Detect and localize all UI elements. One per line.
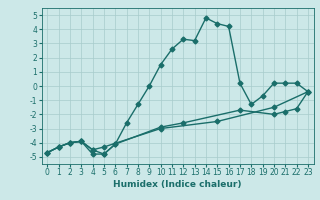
X-axis label: Humidex (Indice chaleur): Humidex (Indice chaleur) <box>113 180 242 189</box>
